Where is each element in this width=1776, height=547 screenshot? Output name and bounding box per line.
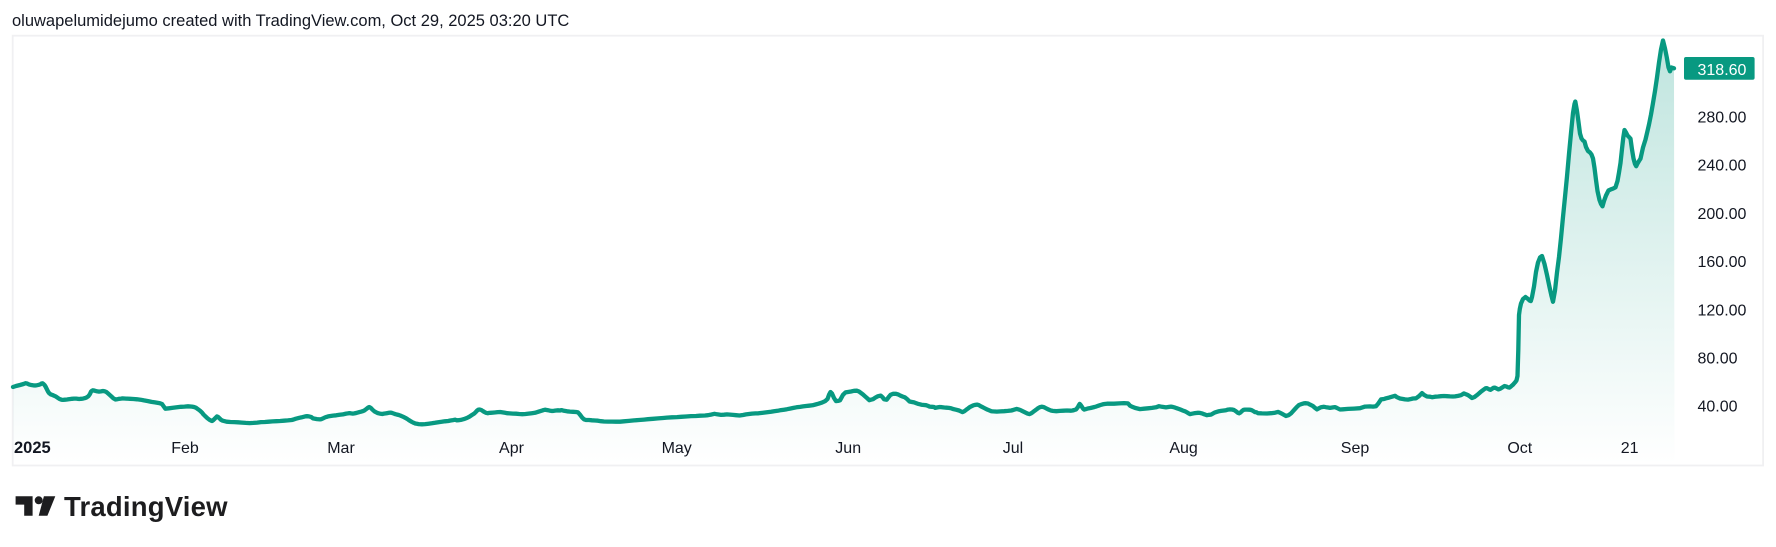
svg-text:120.00: 120.00 [1698,302,1747,319]
svg-text:Aug: Aug [1169,440,1197,457]
svg-text:Feb: Feb [171,440,199,457]
svg-text:280.00: 280.00 [1698,110,1747,127]
svg-text:40.00: 40.00 [1698,399,1738,416]
svg-text:318.60: 318.60 [1698,62,1747,79]
svg-text:Sep: Sep [1341,440,1370,457]
svg-text:Jul: Jul [1003,440,1023,457]
svg-text:2025: 2025 [14,439,51,457]
svg-text:240.00: 240.00 [1698,158,1747,175]
svg-text:21: 21 [1621,440,1639,457]
svg-text:80.00: 80.00 [1698,351,1738,368]
svg-text:oluwapelumidejumo created with: oluwapelumidejumo created with TradingVi… [12,12,569,30]
svg-text:Mar: Mar [327,440,355,457]
svg-text:160.00: 160.00 [1698,254,1747,271]
svg-text:Jun: Jun [835,440,861,457]
svg-text:200.00: 200.00 [1698,206,1747,223]
svg-text:Oct: Oct [1507,440,1532,457]
svg-text:May: May [662,440,692,457]
svg-text:Apr: Apr [499,440,525,457]
svg-text:TradingView: TradingView [64,491,228,522]
